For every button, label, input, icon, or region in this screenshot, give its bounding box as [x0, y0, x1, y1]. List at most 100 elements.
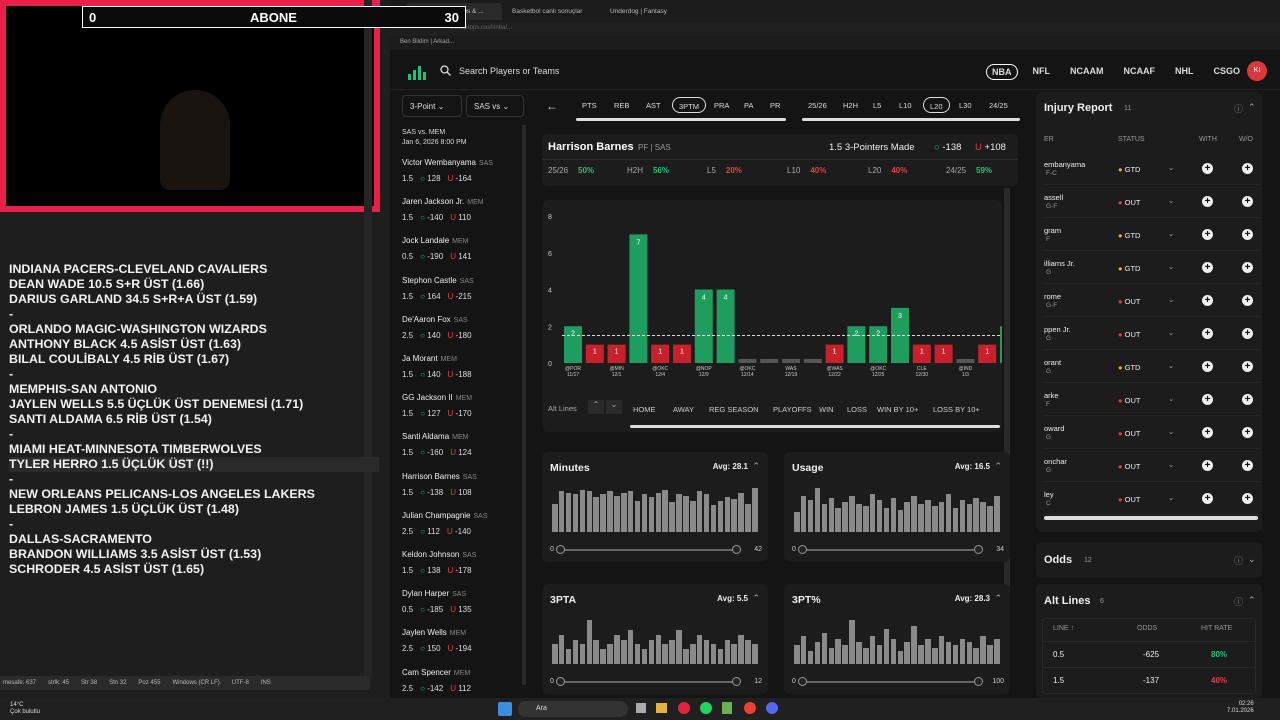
alt-line-row[interactable]: 1.5 -137 40% — [1043, 667, 1255, 693]
collapse-icon[interactable]: ⌃ — [994, 461, 1002, 471]
clock[interactable]: 02:26 7.01.2026 — [1227, 701, 1254, 714]
filters-scrollbar[interactable] — [630, 425, 1000, 428]
stat-tabs-scrollbar[interactable] — [576, 118, 786, 121]
chart-bar[interactable] — [847, 326, 866, 363]
league-csgo[interactable]: CSGO — [1213, 66, 1241, 76]
alt-line-row[interactable]: 0.5 -625 80% — [1043, 641, 1255, 667]
without-plus-icon[interactable]: + — [1242, 295, 1253, 306]
chart-bar[interactable] — [673, 344, 691, 363]
chevron-down-icon[interactable]: ⌄ — [1168, 427, 1175, 436]
league-nfl[interactable]: NFL — [1032, 66, 1051, 76]
collapse-icon[interactable]: ⌃ — [752, 593, 760, 603]
player-row[interactable]: Harrison Barnes SAS 1.5 ○ -138 U 108 — [396, 468, 526, 507]
under-odds[interactable]: U 112 — [450, 683, 471, 693]
matchup-dropdown[interactable]: SAS vs ⌄ — [466, 95, 524, 117]
over-odds[interactable]: ○ -190 — [420, 252, 444, 262]
with-plus-icon[interactable]: + — [1202, 427, 1213, 438]
stat-dropdown[interactable]: 3-Point ⌄ — [402, 95, 462, 117]
over-odds[interactable]: ○ 164 — [420, 291, 441, 301]
league-ncaam[interactable]: NCAAM — [1070, 66, 1104, 76]
chart-bar[interactable] — [738, 358, 757, 363]
without-plus-icon[interactable]: + — [1242, 394, 1253, 405]
under-odds[interactable]: U 110 — [450, 213, 471, 223]
info-icon[interactable]: ⓘ — [1234, 556, 1244, 566]
range-tab[interactable]: H2H — [843, 101, 859, 110]
under-odds[interactable]: U 124 — [450, 448, 472, 458]
filter-chip[interactable]: LOSS BY 10+ — [933, 405, 980, 414]
filter-chip[interactable]: AWAY — [673, 405, 694, 414]
player-row[interactable]: Santi Aldama MEM 1.5 ○ -160 U 124 — [396, 428, 526, 467]
opera-icon[interactable] — [678, 702, 690, 714]
chevron-down-icon[interactable]: ⌄ — [1168, 361, 1175, 370]
chart-bar[interactable] — [825, 344, 844, 363]
hit-rate-item[interactable]: L5 20% — [707, 166, 742, 175]
chevron-down-icon[interactable]: ⌄ — [1168, 163, 1175, 172]
over-odds[interactable]: ○ 128 — [420, 174, 441, 183]
over-odds[interactable]: ○ 112 — [420, 526, 440, 536]
notepad-icon[interactable] — [722, 702, 732, 714]
under-odds[interactable]: U 141 — [450, 252, 472, 262]
info-icon[interactable]: ⓘ — [1234, 597, 1244, 607]
range-tab[interactable]: L5 — [873, 101, 882, 110]
with-plus-icon[interactable]: + — [1202, 460, 1213, 471]
range-tab[interactable]: L10 — [899, 101, 912, 110]
player-row[interactable]: Jaylen Wells MEM 2.5 ○ 150 U -194 — [396, 624, 526, 663]
with-plus-icon[interactable]: + — [1202, 163, 1213, 174]
under-odds[interactable]: U -170 — [447, 409, 472, 419]
filter-chip[interactable]: PLAYOFFS — [773, 405, 812, 414]
weather-widget[interactable]: 14°C Çok bulutlu — [10, 702, 41, 715]
chart-bar[interactable] — [912, 344, 931, 363]
range-slider-min-handle[interactable] — [556, 677, 565, 686]
chart-bar[interactable] — [782, 358, 800, 363]
chart-bar[interactable] — [694, 289, 713, 364]
with-plus-icon[interactable]: + — [1202, 229, 1213, 240]
filter-chip[interactable]: LOSS — [847, 405, 868, 414]
chevron-down-icon[interactable]: ⌄ — [1168, 262, 1175, 271]
hit-rate-item[interactable]: L20 40% — [868, 166, 907, 175]
chevron-down-icon[interactable]: ⌄ — [1168, 460, 1175, 469]
player-row[interactable]: Dylan Harper SAS 0.5 ○ -185 U 135 — [396, 585, 526, 624]
discord-icon[interactable] — [766, 702, 778, 714]
league-nba[interactable]: NBA — [986, 64, 1018, 80]
under-odds[interactable]: U -180 — [447, 330, 472, 340]
with-plus-icon[interactable]: + — [1202, 361, 1213, 372]
with-plus-icon[interactable]: + — [1202, 394, 1213, 405]
without-plus-icon[interactable]: + — [1242, 427, 1253, 438]
under-odds[interactable]: U -215 — [447, 291, 472, 301]
back-arrow-icon[interactable]: ← — [546, 99, 558, 113]
over-odds[interactable]: ○ 140 — [420, 330, 441, 340]
chevron-down-icon[interactable]: ⌄ — [1168, 295, 1175, 304]
search-bar[interactable]: Search Players or Teams — [440, 65, 559, 76]
chart-bar[interactable] — [956, 358, 975, 363]
filter-chip[interactable]: REG SEASON — [709, 405, 759, 414]
over-odds[interactable]: ○ -140 — [420, 213, 444, 223]
address-bar[interactable]: www.props.cash/nba/... — [390, 22, 1280, 36]
with-plus-icon[interactable]: + — [1202, 493, 1213, 504]
tab-reb[interactable]: REB — [614, 101, 630, 110]
without-plus-icon[interactable]: + — [1242, 229, 1253, 240]
range-tab[interactable]: 24/25 — [989, 101, 1008, 110]
odds-section[interactable]: Odds 12 ⓘ ⌄ — [1036, 542, 1262, 578]
windows-start-icon[interactable] — [498, 702, 512, 716]
filter-chip[interactable]: WIN BY 10+ — [877, 405, 919, 414]
player-row[interactable]: Ja Morant MEM 1.5 ○ 140 U -188 — [396, 350, 526, 389]
tab-basketbol[interactable]: Basketbol canlı sonuçlar — [512, 8, 583, 15]
under-odds[interactable]: U -164 — [447, 174, 472, 183]
chevron-down-icon[interactable]: ⌄ — [1168, 328, 1175, 337]
chart-bar[interactable] — [607, 344, 626, 363]
tab-underdog[interactable]: Underdog | Fantasy — [610, 8, 667, 15]
chart-bar[interactable] — [629, 234, 648, 363]
with-plus-icon[interactable]: + — [1202, 196, 1213, 207]
avatar[interactable]: KI — [1247, 61, 1267, 81]
spotify-icon[interactable] — [700, 702, 712, 714]
alt-line-down-button[interactable]: ⌄ — [606, 400, 622, 414]
under-odds[interactable]: U 135 — [450, 605, 472, 615]
filter-chip[interactable]: WIN — [819, 405, 834, 414]
without-plus-icon[interactable]: + — [1242, 328, 1253, 339]
chart-bar[interactable] — [803, 358, 822, 363]
hit-rate-item[interactable]: H2H 56% — [627, 166, 669, 175]
chevron-down-icon[interactable]: ⌄ — [1168, 493, 1175, 502]
under-odds[interactable]: U +108 — [975, 142, 1006, 153]
chart-bar[interactable] — [978, 344, 997, 363]
info-icon[interactable]: ⓘ — [1234, 104, 1244, 114]
